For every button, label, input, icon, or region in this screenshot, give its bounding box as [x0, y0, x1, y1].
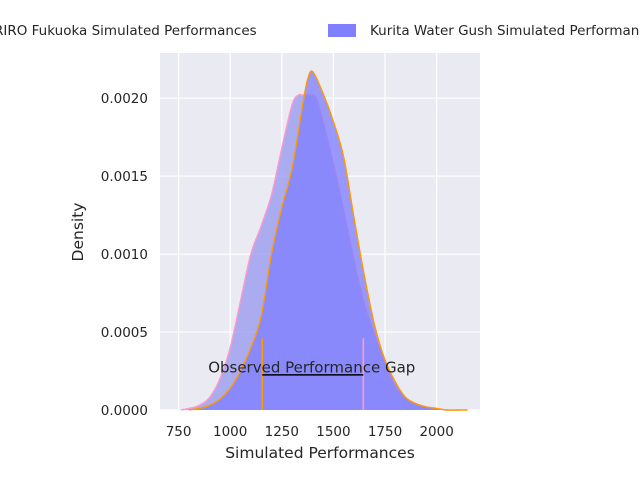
x-tick-label: 2000 — [419, 424, 453, 440]
performance-gap-marker: Observed Performance Gap — [208, 338, 415, 410]
gap-annotation: Observed Performance Gap — [208, 359, 415, 377]
y-tick-labels: 0.0000 0.0005 0.0010 0.0015 0.0020 — [101, 91, 148, 419]
y-tick-label: 0.0015 — [101, 169, 148, 185]
x-tick-label: 1500 — [316, 424, 350, 440]
x-tick-label: 1250 — [265, 424, 299, 440]
x-axis-title: Simulated Performances — [225, 444, 415, 462]
x-tick-label: 1000 — [213, 424, 247, 440]
y-tick-label: 0.0010 — [101, 247, 148, 263]
series-area-kurita — [188, 71, 468, 411]
series-line-kurita — [188, 70, 468, 411]
legend-swatch-kurita — [328, 24, 356, 37]
x-tick-labels: 750 1000 1250 1500 1750 2000 — [166, 424, 454, 440]
legend: RIRO Fukuoka Simulated Performances Kuri… — [0, 23, 640, 39]
x-tick-label: 1750 — [368, 424, 402, 440]
legend-label-riro: RIRO Fukuoka Simulated Performances — [0, 23, 257, 39]
y-tick-label: 0.0005 — [101, 325, 148, 341]
x-tick-label: 750 — [166, 424, 192, 440]
series-areas — [180, 70, 468, 411]
y-axis-title: Density — [69, 203, 87, 262]
y-tick-label: 0.0000 — [101, 403, 148, 419]
y-tick-label: 0.0020 — [101, 91, 148, 107]
legend-label-kurita: Kurita Water Gush Simulated Performances — [370, 23, 640, 39]
